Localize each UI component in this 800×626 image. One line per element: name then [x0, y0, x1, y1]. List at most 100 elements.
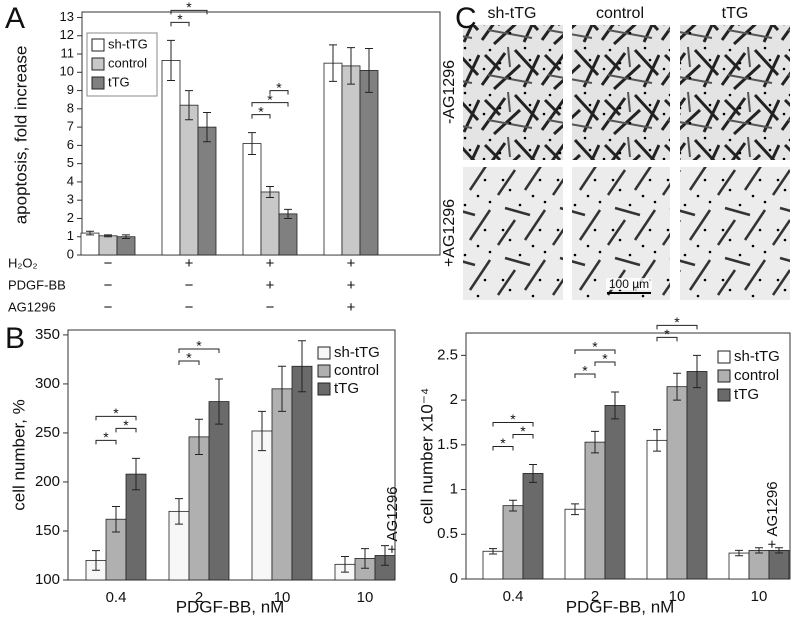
- treatment-mark: +: [185, 255, 194, 272]
- error-bar: [365, 48, 373, 93]
- significance-label: *: [196, 338, 202, 354]
- x-tick-label: 0.4: [106, 589, 127, 606]
- row-label: -AG1296: [441, 60, 458, 124]
- error-bar: [86, 230, 94, 236]
- legend-swatch: [91, 76, 105, 90]
- x-axis-label: PDGF-BB, nM: [176, 597, 285, 616]
- significance-bracket: [178, 360, 200, 366]
- error-bar: [775, 547, 783, 554]
- significance-bracket: [512, 433, 534, 439]
- y-tick-label: 11: [61, 45, 75, 60]
- y-tick-label: 4: [67, 173, 74, 188]
- bar: [260, 191, 280, 256]
- treatment-mark: +: [347, 277, 356, 294]
- scale-bg: [606, 278, 652, 290]
- x-tick-label: 0.4: [503, 588, 524, 605]
- bar: [197, 126, 217, 256]
- y-tick-label: 8: [67, 100, 74, 115]
- error-bar: [266, 185, 274, 198]
- y-tick-label: 1: [450, 481, 458, 498]
- significance-bracket: [594, 361, 616, 367]
- annotation: + AG1296: [764, 481, 781, 548]
- y-tick-label: 1.5: [437, 436, 458, 453]
- error-bar: [298, 340, 306, 393]
- significance-bracket: [95, 439, 117, 445]
- y-tick-label: 0: [450, 570, 458, 587]
- significance-label: *: [500, 435, 506, 451]
- significance-label: *: [582, 363, 588, 379]
- panel-letter: C: [455, 2, 477, 35]
- legend-swatch: [317, 364, 331, 378]
- error-bar: [185, 90, 193, 121]
- error-bar: [347, 47, 355, 85]
- bar: [584, 441, 606, 580]
- column-label: tTG: [722, 5, 749, 22]
- y-tick-label: 0.5: [437, 525, 458, 542]
- y-tick-label: 6: [67, 137, 74, 152]
- significance-label: *: [103, 429, 109, 445]
- micrograph: [572, 25, 670, 160]
- y-tick-label: 1: [67, 228, 74, 243]
- y-tick-label: 12: [60, 27, 74, 42]
- column-label: control: [596, 5, 644, 22]
- significance-bracket: [178, 348, 220, 354]
- error-bar: [509, 499, 517, 512]
- bar: [686, 371, 708, 580]
- legend-label: sh-tTG: [734, 348, 780, 365]
- treatment-mark: +: [347, 255, 356, 272]
- bar: [271, 388, 293, 581]
- error-bar: [215, 378, 223, 425]
- error-bar: [203, 111, 211, 143]
- legend-label: control: [334, 362, 379, 379]
- bar: [768, 549, 790, 580]
- error-bar: [92, 550, 100, 571]
- significance-label: *: [267, 91, 273, 107]
- y-tick-label: 100: [35, 571, 60, 588]
- micrograph: [680, 25, 790, 160]
- significance-bracket: [574, 373, 596, 379]
- error-bar: [653, 429, 661, 452]
- bar: [208, 401, 230, 581]
- error-bar: [735, 549, 743, 557]
- error-bar: [258, 410, 266, 452]
- error-bar: [341, 555, 349, 573]
- y-axis-label: cell number x10⁻⁴: [417, 388, 436, 524]
- panel-letter: A: [5, 2, 25, 35]
- treatment-mark: −: [104, 255, 113, 272]
- y-tick-label: 3: [67, 192, 74, 207]
- y-tick-label: 2: [67, 210, 74, 225]
- annotation: + AG1296: [384, 486, 401, 553]
- bar: [98, 235, 118, 256]
- column-label: sh-tTG: [488, 5, 537, 22]
- error-bar: [529, 463, 537, 483]
- significance-bracket: [170, 9, 208, 15]
- significance-bracket: [95, 415, 137, 421]
- significance-bracket: [251, 102, 289, 107]
- significance-label: *: [602, 351, 608, 367]
- y-tick-label: 2.5: [437, 346, 458, 363]
- error-bar: [591, 430, 599, 454]
- legend-label: tTG: [108, 74, 130, 89]
- legend-swatch: [717, 369, 731, 383]
- y-tick-label: 7: [67, 119, 74, 134]
- significance-bracket: [492, 421, 534, 427]
- error-bar: [381, 545, 389, 566]
- significance-label: *: [186, 350, 192, 366]
- treatment-mark: −: [185, 299, 194, 316]
- micrograph: [463, 167, 563, 300]
- legend-swatch: [91, 57, 105, 71]
- treatment-mark: +: [266, 255, 275, 272]
- significance-bracket: [251, 114, 271, 119]
- treatment-mark: −: [104, 277, 113, 294]
- error-bar: [132, 457, 140, 491]
- y-tick-label: 200: [35, 473, 60, 490]
- error-bar: [361, 548, 369, 569]
- significance-label: *: [664, 326, 670, 342]
- bar: [291, 365, 313, 581]
- error-bar: [167, 39, 175, 82]
- bar: [341, 65, 361, 256]
- legend-label: control: [108, 55, 147, 70]
- x-axis-label: PDGF-BB, nM: [566, 597, 675, 616]
- bar: [278, 213, 298, 256]
